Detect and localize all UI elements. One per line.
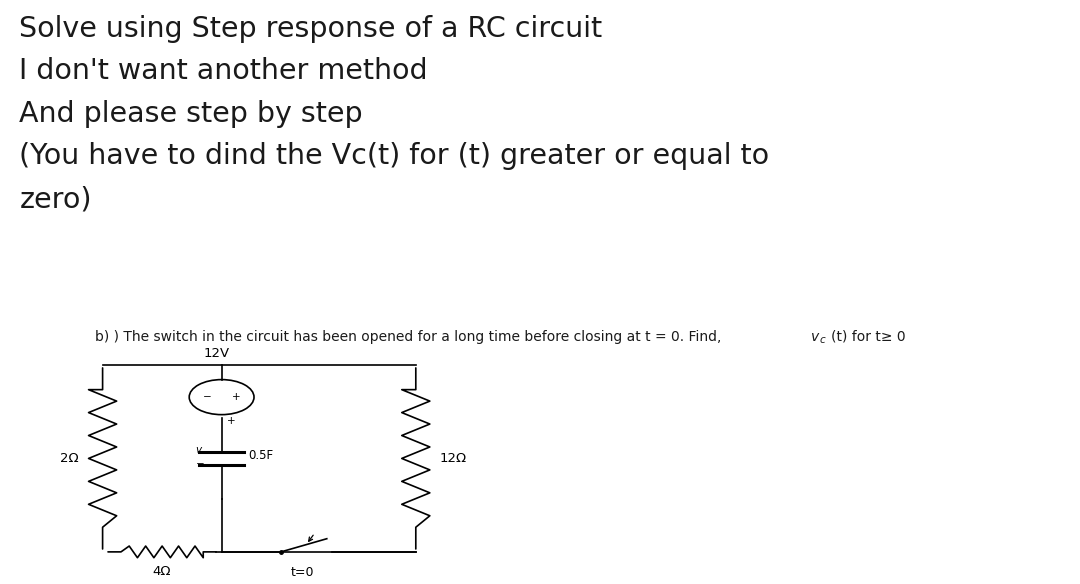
Text: 2Ω: 2Ω [60, 452, 79, 465]
Text: (You have to dind the Vc(t) for (t) greater or equal to: (You have to dind the Vc(t) for (t) grea… [19, 142, 770, 171]
Text: +: + [227, 416, 235, 426]
Text: Solve using Step response of a RC circuit: Solve using Step response of a RC circui… [19, 15, 603, 43]
Text: +: + [232, 392, 241, 402]
Text: (t) for t≥ 0: (t) for t≥ 0 [831, 330, 905, 344]
Text: I don't want another method: I don't want another method [19, 57, 428, 85]
Text: b) ) The switch in the circuit has been opened for a long time before closing at: b) ) The switch in the circuit has been … [95, 330, 726, 344]
Text: −: − [203, 392, 212, 402]
Text: zero): zero) [19, 185, 92, 213]
Text: −: − [195, 459, 204, 470]
Text: v: v [194, 444, 201, 455]
Text: 4Ω: 4Ω [153, 565, 172, 578]
Text: v: v [811, 330, 820, 344]
Text: t=0: t=0 [291, 566, 314, 579]
Text: 0.5F: 0.5F [248, 449, 273, 462]
Text: And please step by step: And please step by step [19, 100, 363, 128]
Text: 12Ω: 12Ω [440, 452, 467, 465]
Text: 12V: 12V [203, 347, 229, 360]
Text: c: c [820, 335, 825, 345]
